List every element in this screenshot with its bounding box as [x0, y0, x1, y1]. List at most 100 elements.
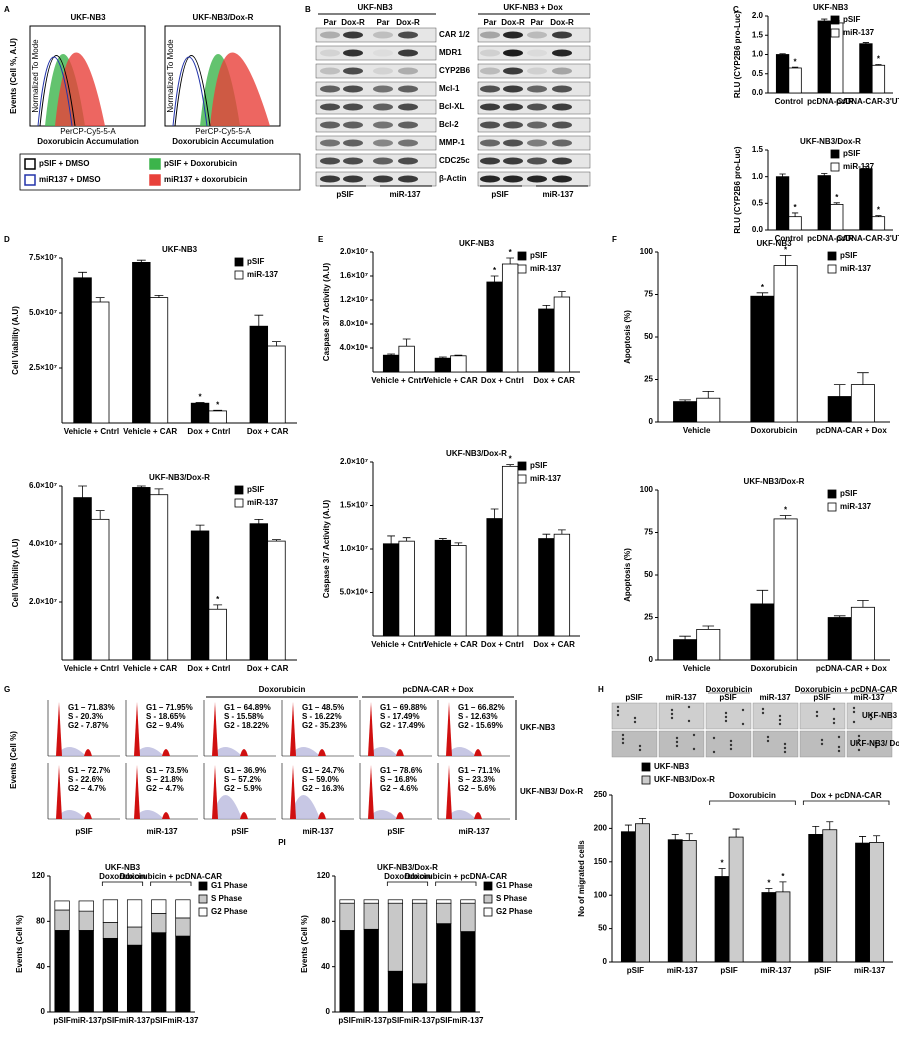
cell-dot [852, 706, 856, 710]
blot-band [373, 67, 393, 75]
micrograph [752, 730, 799, 758]
bar-segment [78, 900, 94, 912]
cell-dot [692, 733, 696, 737]
hist-g2 [474, 749, 482, 756]
cell-cycle-stat: G2 – 4.6% [380, 784, 418, 793]
blot-band [552, 31, 572, 39]
flow-axis-text: PerCP-Cy5-5-A [195, 127, 251, 136]
blot-band [527, 67, 547, 75]
y-tick-label: 1.5 [752, 145, 764, 154]
group-label: pSIF [336, 190, 353, 199]
blot-band [527, 175, 547, 183]
blot-band [480, 49, 500, 57]
x-tick-label: pcDNA-CAR-3'UTR [836, 234, 899, 243]
blot-band [398, 103, 418, 111]
legend-label: pSIF [840, 251, 857, 260]
y-axis-label: Apoptosis (%) [623, 548, 632, 602]
cell-dot [852, 720, 856, 724]
error-bar [833, 384, 846, 397]
protein-label: Bcl-XL [439, 102, 464, 111]
legend-swatch [517, 251, 527, 261]
legend-swatch [198, 907, 208, 917]
x-tick-label: miR-137 [71, 1016, 103, 1025]
y-tick-label: 1.5 [752, 30, 764, 39]
bracket [101, 881, 144, 886]
bar-segment [387, 902, 404, 972]
legend-label: miR-137 [840, 264, 872, 273]
cell-dot [761, 711, 765, 715]
legend-label: miR-137 [843, 162, 875, 171]
y-tick-label: 0.5 [752, 198, 764, 207]
y-tick-label: 100 [640, 247, 654, 256]
error-bar [857, 600, 869, 608]
error-bar [875, 64, 882, 66]
error-bar [671, 834, 679, 840]
blot-title: UKF-NB3 [357, 3, 393, 12]
header: pcDNA-CAR + Dox [403, 685, 474, 694]
cell-dot [729, 747, 733, 751]
blot-band [552, 103, 572, 111]
cell-dot [778, 722, 782, 726]
y-tick-label: 1.6×10⁷ [340, 271, 368, 280]
bar [869, 842, 885, 963]
y-tick-label: 1.5×10⁷ [340, 501, 368, 510]
lane-label: Par [484, 18, 497, 27]
cell-dot [712, 750, 716, 754]
y-tick-label: 50 [644, 570, 653, 579]
blot-band [527, 49, 547, 57]
column-label: miR-137 [759, 693, 791, 702]
legend-swatch [234, 498, 244, 508]
column-label: miR-137 [458, 827, 490, 836]
hist-g1 [368, 702, 374, 756]
blot-band [480, 85, 500, 93]
error-bar [756, 589, 769, 604]
legend-swatch [234, 257, 244, 267]
x-tick-label: Dox + Cntrl [481, 376, 524, 385]
error-bar [756, 292, 769, 297]
blot-band [503, 157, 523, 165]
y-tick-label: 150 [594, 857, 608, 866]
hist-g2 [474, 812, 482, 819]
hist-g1 [134, 702, 140, 756]
cell-dot [741, 708, 745, 712]
y-tick-label: 2.0 [752, 11, 764, 20]
blot-band [398, 49, 418, 57]
x-tick-label: Vehicle + CAR [123, 427, 177, 436]
blot-band [398, 139, 418, 147]
blot-band [320, 49, 340, 57]
x-tick-label: Doxorubicin [751, 426, 798, 435]
bar-segment [54, 930, 70, 1013]
bar [788, 216, 802, 231]
cell-cycle-stat: G1 – 64.89% [224, 703, 271, 712]
y-tick-label: 2.0×10⁷ [340, 457, 368, 466]
error-bar [136, 259, 146, 263]
histogram-black [39, 55, 76, 127]
blot-band [373, 157, 393, 165]
x-tick-label: Dox + CAR [247, 664, 289, 673]
bar [434, 539, 452, 637]
y-axis-label: No of migrated cells [577, 840, 586, 917]
hist-s-phase [56, 810, 86, 819]
y-tick-label: 2.5×10⁷ [29, 363, 57, 372]
error-bar [438, 538, 447, 541]
column-label: pSIF [231, 827, 248, 836]
bar [681, 840, 697, 963]
micrograph [611, 702, 658, 730]
y-tick-label: 80 [36, 916, 45, 925]
bar [775, 176, 790, 231]
x-tick-label: pSIF [627, 966, 644, 975]
flow-title: UKF-NB3 [70, 13, 106, 22]
error-bar [387, 353, 395, 356]
bar-segment [460, 902, 476, 932]
group-label: miR-137 [542, 190, 574, 199]
significance-mark: * [767, 879, 771, 888]
blot-band [343, 103, 363, 111]
y-tick-label: 7.5×10⁷ [29, 253, 57, 262]
y-tick-label: 0 [649, 417, 654, 426]
column-label: miR-137 [146, 827, 178, 836]
cell-cycle-stat: S - 12.63% [458, 712, 498, 721]
cell-dot [729, 743, 733, 747]
bar-segment [54, 909, 70, 931]
protein-label: CDC25c [439, 156, 470, 165]
x-tick-label: pSIF [102, 1016, 119, 1025]
